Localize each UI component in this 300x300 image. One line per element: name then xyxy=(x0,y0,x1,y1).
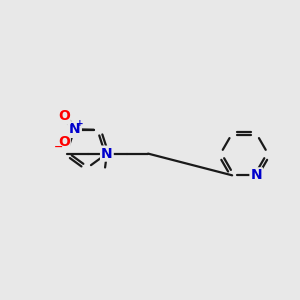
Text: O: O xyxy=(68,123,80,137)
Text: O: O xyxy=(58,110,70,123)
Text: −: − xyxy=(54,142,64,152)
Text: N: N xyxy=(69,122,81,136)
Text: N: N xyxy=(101,147,113,160)
Text: +: + xyxy=(76,119,84,128)
Text: N: N xyxy=(250,168,262,182)
Text: O: O xyxy=(58,135,70,149)
